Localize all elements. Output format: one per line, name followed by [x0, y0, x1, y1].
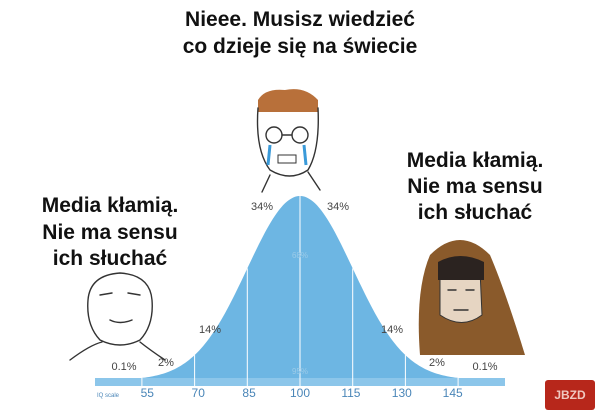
percent-label: 0.1% — [472, 361, 497, 373]
scale-name: IQ scale — [97, 393, 120, 399]
top-caption: co dzieje się na świecie — [183, 35, 418, 58]
center-face — [256, 89, 321, 193]
scale-tick: 85 — [242, 386, 256, 400]
scale-tick: 100 — [290, 386, 310, 400]
scale-tick: 115 — [341, 386, 360, 400]
scale-tick: 55 — [141, 386, 155, 400]
left-caption: Nie ma sensu — [42, 221, 177, 244]
percent-label: 2% — [429, 357, 445, 369]
percent-label: 34% — [327, 201, 349, 213]
percent-label: 14% — [199, 324, 221, 336]
inner-label: 68% — [292, 251, 308, 260]
right-caption: ich słuchać — [418, 201, 533, 224]
right-face — [418, 240, 525, 355]
right-caption: Nie ma sensu — [407, 175, 542, 198]
percent-label: 0.1% — [111, 361, 136, 373]
top-caption: Nieee. Musisz wiedzieć — [185, 8, 415, 31]
scale-tick: 130 — [392, 386, 412, 400]
bell-curve: 0.1% 2% 14% 34% 34% 14% 2% 0.1% 68% 95% IQ scale 55… — [95, 196, 505, 400]
scale-tick: 145 — [443, 386, 463, 400]
left-caption: ich słuchać — [53, 247, 168, 270]
left-face — [69, 272, 166, 361]
right-caption: Media kłamią. — [407, 149, 544, 172]
inner-label: 95% — [292, 367, 308, 376]
percent-label: 34% — [251, 201, 273, 213]
watermark: JBZD — [554, 388, 586, 402]
left-caption: Media kłamią. — [42, 194, 179, 217]
percent-label: 2% — [158, 357, 174, 369]
watermark-box — [545, 380, 595, 410]
percent-label: 14% — [381, 324, 403, 336]
scale-tick: 70 — [192, 386, 206, 400]
